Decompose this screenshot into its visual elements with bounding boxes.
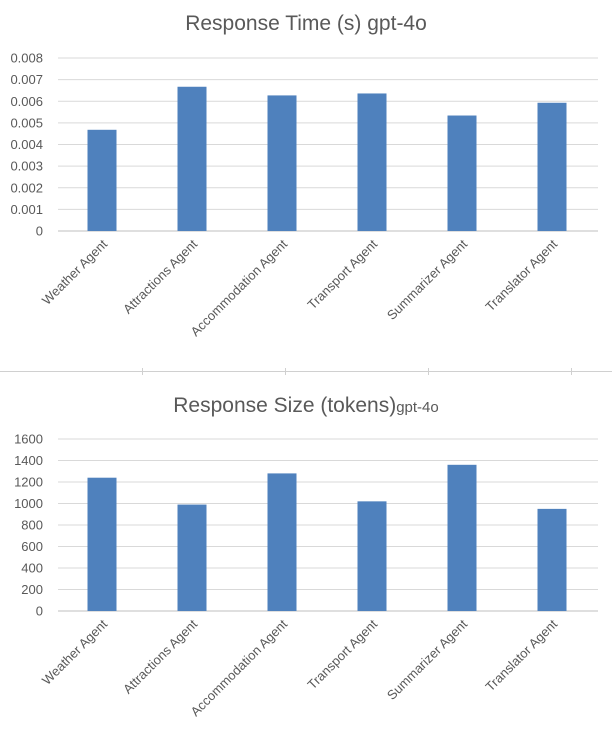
chart-divider bbox=[0, 371, 612, 372]
x-tick-label: Summarizer Agent bbox=[384, 616, 470, 702]
y-tick-label: 1200 bbox=[14, 475, 43, 490]
bar-weather-agent bbox=[87, 477, 117, 611]
y-tick-label: 0.002 bbox=[10, 180, 43, 195]
y-tick-label: 1600 bbox=[14, 432, 43, 447]
bar-attractions-agent bbox=[177, 86, 207, 231]
y-tick-label: 0.005 bbox=[10, 115, 43, 130]
bar-weather-agent bbox=[87, 129, 117, 231]
bar-transport-agent bbox=[357, 93, 387, 231]
response-size-chart: Response Size (tokens)gpt-4o 0 200 400 600 80… bbox=[0, 374, 612, 742]
y-tick-label: 0.006 bbox=[10, 94, 43, 109]
y-tick-label: 400 bbox=[21, 561, 43, 576]
bar-translator-agent bbox=[537, 102, 567, 231]
bar-summarizer-agent bbox=[447, 464, 477, 611]
x-tick-label: Attractions Agent bbox=[120, 236, 200, 316]
y-tick-label: 1400 bbox=[14, 453, 43, 468]
y-tick-label: 1000 bbox=[14, 496, 43, 511]
x-tick-label: Weather Agent bbox=[39, 616, 111, 688]
x-tick-label: Attractions Agent bbox=[120, 616, 200, 696]
x-tick-label: Summarizer Agent bbox=[384, 236, 470, 322]
bar-attractions-agent bbox=[177, 504, 207, 611]
chart-title: Response Time (s) gpt-4o bbox=[185, 12, 427, 35]
y-tick-label: 0.007 bbox=[10, 72, 43, 87]
y-tick-label: 0 bbox=[36, 604, 43, 619]
y-tick-label: 0 bbox=[36, 224, 43, 239]
y-tick-label: 200 bbox=[21, 582, 43, 597]
x-tick-label: Transport Agent bbox=[304, 616, 380, 692]
bar-transport-agent bbox=[357, 501, 387, 611]
divider-tick bbox=[571, 368, 572, 375]
chart-title-suffix: gpt-4o bbox=[396, 399, 439, 416]
y-tick-label: 0.003 bbox=[10, 159, 43, 174]
response-size-chart-svg: Response Size (tokens)gpt-4o 0 200 400 600 80… bbox=[14, 394, 598, 719]
x-tick-label: Weather Agent bbox=[39, 236, 111, 308]
y-tick-label: 0.004 bbox=[10, 137, 43, 152]
response-time-chart: Response Time (s) gpt-4o 0 0.001 0.002 0.003… bbox=[10, 12, 598, 339]
y-tick-label: 0.008 bbox=[10, 51, 43, 66]
response-time-chart-svg: Response Time (s) gpt-4o 0 0.001 0.002 0.003… bbox=[10, 12, 598, 339]
x-tick-label: Translator Agent bbox=[482, 616, 560, 694]
y-tick-label: 600 bbox=[21, 539, 43, 554]
divider-tick bbox=[142, 368, 143, 375]
x-tick-label: Transport Agent bbox=[304, 236, 380, 312]
divider-tick bbox=[285, 368, 286, 375]
bar-accommodation-agent bbox=[267, 473, 297, 611]
x-tick-label: Translator Agent bbox=[482, 236, 560, 314]
x-tick-label: Accommodation Agent bbox=[188, 236, 291, 339]
bar-accommodation-agent bbox=[267, 95, 297, 231]
x-tick-label: Accommodation Agent bbox=[188, 616, 291, 719]
bar-summarizer-agent bbox=[447, 115, 477, 231]
bar-translator-agent bbox=[537, 508, 567, 611]
chart-title: Response Size (tokens)gpt-4o bbox=[173, 394, 439, 417]
y-tick-label: 0.001 bbox=[10, 202, 43, 217]
y-tick-label: 800 bbox=[21, 518, 43, 533]
divider-tick bbox=[428, 368, 429, 375]
